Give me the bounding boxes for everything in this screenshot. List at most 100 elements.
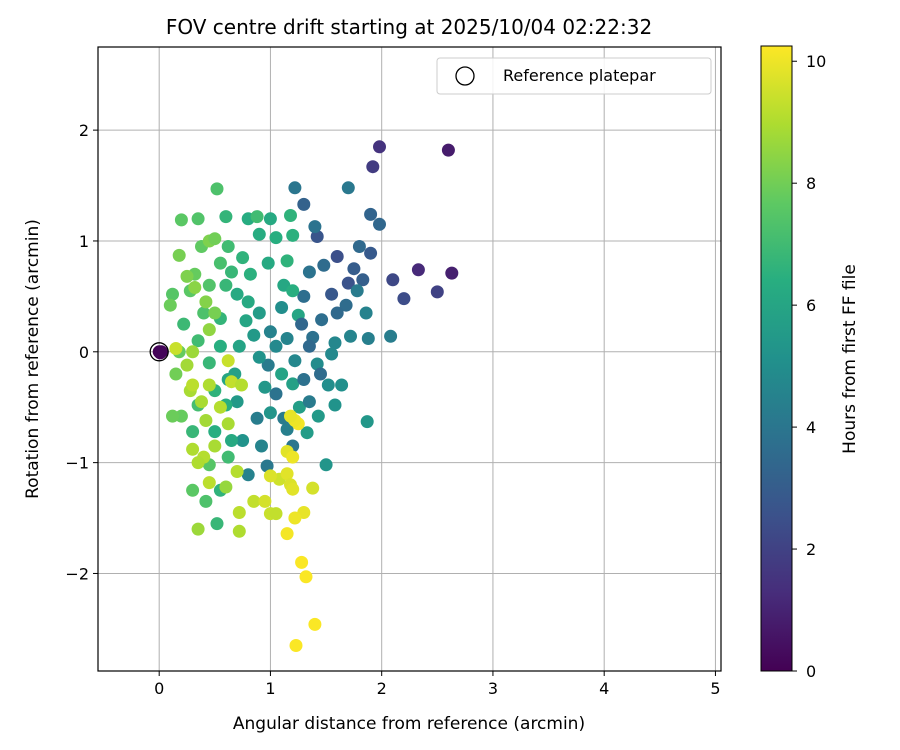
data-point xyxy=(341,181,355,195)
data-point xyxy=(308,220,322,234)
x-tick-label: 2 xyxy=(377,679,387,698)
colorbar-ticks: 0 2 4 6 8 10 xyxy=(792,52,826,681)
legend-marker-icon xyxy=(455,66,475,86)
data-point xyxy=(347,262,361,276)
data-point xyxy=(252,350,266,364)
data-point xyxy=(236,434,250,447)
data-point xyxy=(364,207,378,221)
data-point xyxy=(325,287,339,301)
data-points xyxy=(152,140,459,652)
data-point xyxy=(284,209,297,222)
data-point xyxy=(236,251,250,265)
x-tick-label: 3 xyxy=(488,679,498,698)
data-point xyxy=(280,254,294,268)
data-point xyxy=(275,367,289,381)
data-point xyxy=(221,417,235,431)
colorbar: 0 2 4 6 8 10 Hours from first FF file xyxy=(760,45,860,681)
data-point xyxy=(359,306,373,320)
data-point xyxy=(199,295,213,309)
data-point xyxy=(286,450,300,464)
data-point xyxy=(174,213,188,227)
data-point xyxy=(297,289,311,303)
data-point xyxy=(306,481,320,495)
data-point xyxy=(230,287,244,301)
data-point xyxy=(208,439,222,453)
x-tick-label: 1 xyxy=(265,679,275,698)
data-point xyxy=(225,265,238,279)
data-point xyxy=(177,317,191,331)
legend-label: Reference platepar xyxy=(503,66,656,85)
data-point xyxy=(261,358,275,372)
data-point xyxy=(288,354,302,368)
data-point xyxy=(286,284,300,298)
data-point xyxy=(321,378,335,392)
legend: Reference platepar xyxy=(436,57,712,95)
y-tick-label: −2 xyxy=(65,564,89,583)
data-point xyxy=(263,469,277,483)
data-point xyxy=(169,367,183,381)
data-point xyxy=(310,230,324,243)
data-point xyxy=(186,345,200,359)
data-point xyxy=(314,367,327,381)
data-point xyxy=(263,325,277,339)
data-point xyxy=(213,400,227,414)
x-axis: 0 1 2 3 4 5 xyxy=(154,671,721,698)
x-axis-label: Angular distance from reference (arcmin) xyxy=(233,714,585,734)
data-point xyxy=(243,267,257,281)
data-point xyxy=(232,339,246,353)
data-point xyxy=(308,617,322,631)
data-point xyxy=(269,507,283,521)
data-point xyxy=(263,212,277,226)
x-tick-label: 0 xyxy=(154,679,164,698)
data-point xyxy=(328,398,342,412)
data-point xyxy=(219,480,233,494)
data-point xyxy=(191,456,205,470)
y-tick-label: 0 xyxy=(79,343,89,362)
data-point xyxy=(166,409,179,423)
data-point xyxy=(289,639,303,652)
data-point xyxy=(221,450,235,464)
data-point xyxy=(210,517,224,531)
data-point xyxy=(188,281,202,294)
reference-marker xyxy=(149,342,169,362)
data-point xyxy=(174,409,188,423)
data-point xyxy=(386,273,400,287)
data-point xyxy=(317,258,331,272)
data-point xyxy=(352,240,366,253)
data-point xyxy=(411,263,425,277)
data-point xyxy=(300,426,314,440)
data-point xyxy=(280,527,294,541)
data-point xyxy=(213,256,227,270)
data-point xyxy=(186,442,200,456)
data-point xyxy=(384,329,398,343)
data-point xyxy=(163,298,177,312)
data-point xyxy=(288,181,302,195)
data-point xyxy=(366,160,380,174)
data-point xyxy=(330,250,344,263)
data-point xyxy=(295,317,309,331)
data-point xyxy=(445,266,459,280)
data-point xyxy=(225,434,238,447)
data-point xyxy=(191,212,205,226)
data-point xyxy=(373,217,386,231)
data-point xyxy=(297,373,311,386)
data-point xyxy=(288,511,302,525)
colorbar-tick-label: 6 xyxy=(806,296,816,315)
plot-frame xyxy=(97,46,722,672)
chart-title: FOV centre drift starting at 2025/10/04 … xyxy=(166,15,652,39)
data-point xyxy=(361,332,375,345)
data-point xyxy=(210,182,224,196)
data-point xyxy=(241,295,255,309)
data-point xyxy=(295,555,309,569)
grid-lines xyxy=(98,47,721,671)
x-tick-label: 5 xyxy=(710,679,720,698)
data-point xyxy=(330,306,344,320)
data-point xyxy=(208,425,222,439)
y-tick-label: −1 xyxy=(65,454,89,473)
data-point xyxy=(221,354,235,368)
data-point xyxy=(280,332,294,345)
data-point xyxy=(247,494,261,508)
data-point xyxy=(328,336,342,350)
data-point xyxy=(219,278,233,292)
data-point xyxy=(302,265,316,279)
